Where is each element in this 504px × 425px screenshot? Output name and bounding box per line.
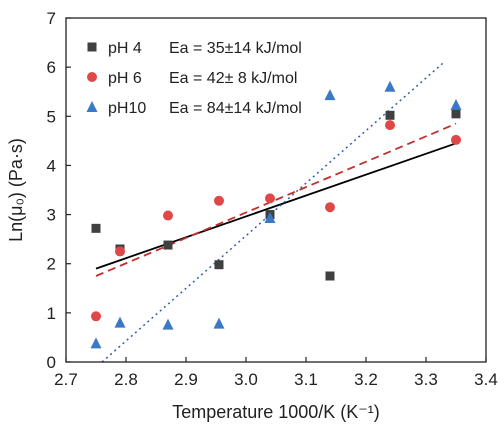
x-tick-label: 3.4	[474, 370, 498, 389]
ph6-legend-ea: Ea = 42± 8 kJ/mol	[169, 70, 297, 87]
ph4-fit-line	[95, 142, 457, 270]
ph10-point	[162, 318, 174, 330]
x-tick-label: 3.2	[354, 370, 378, 389]
ph6-point	[115, 246, 125, 257]
ph4-point	[163, 240, 173, 250]
x-axis-ticks: 2.7 2.8 2.9 3.0 3.1 3.2 3.3 3.4	[54, 357, 498, 389]
ph6-point	[451, 134, 461, 145]
ph10-point	[213, 317, 225, 329]
ph6-point	[265, 193, 275, 204]
x-axis-label: Temperature 1000/K (K⁻¹)	[172, 402, 380, 422]
ph6-point	[91, 311, 101, 322]
ph6-fit-line	[95, 122, 457, 277]
ph4-point	[214, 260, 224, 270]
ph4-point	[325, 271, 335, 281]
ph4-legend-name: pH 4	[108, 40, 142, 57]
y-tick-label: 6	[47, 58, 56, 77]
y-axis-label: Ln(μ₀) (Pa·s)	[6, 138, 26, 242]
data-points	[90, 80, 462, 349]
y-axis-ticks: 0 1 2 3 4 5 6 7	[47, 9, 71, 372]
ph6-point	[163, 210, 173, 221]
ph10-point	[90, 337, 102, 349]
x-tick-label: 3.1	[294, 370, 318, 389]
y-tick-label: 7	[47, 9, 56, 28]
y-tick-label: 3	[47, 206, 56, 225]
ph4-legend-ea: Ea = 35±14 kJ/mol	[169, 40, 302, 57]
ph10-point	[450, 98, 462, 110]
plot-frame	[65, 17, 487, 363]
ph10-legend-marker	[86, 101, 98, 112]
ph10-point	[324, 89, 336, 101]
ph4-point	[385, 110, 395, 120]
ph10-legend-name: pH10	[108, 100, 146, 117]
ph10-point	[114, 316, 126, 328]
legend: pH 4 Ea = 35±14 kJ/mol pH 6 Ea = 42± 8 kJ/m…	[86, 40, 302, 117]
ph6-point	[325, 202, 335, 213]
ph6-point	[214, 195, 224, 206]
ph10-point	[264, 212, 276, 224]
x-tick-label: 3.0	[234, 370, 258, 389]
ph4-legend-marker	[87, 42, 97, 52]
x-tick-label: 2.8	[114, 370, 138, 389]
y-tick-label: 0	[47, 353, 56, 372]
ph6-legend-name: pH 6	[108, 70, 142, 87]
ph4-point	[451, 109, 461, 119]
y-tick-label: 4	[47, 156, 56, 175]
y-tick-label: 1	[47, 304, 56, 323]
y-tick-label: 2	[47, 255, 56, 274]
x-tick-label: 2.9	[174, 370, 198, 389]
y-tick-label: 5	[47, 107, 56, 126]
ph6-legend-marker	[87, 72, 97, 82]
ph6-point	[385, 120, 395, 131]
ph4-point	[91, 223, 101, 233]
ph10-point	[384, 80, 396, 92]
ph10-legend-ea: Ea = 84±14 kJ/mol	[169, 100, 302, 117]
x-tick-label: 2.7	[54, 370, 78, 389]
x-tick-label: 3.3	[414, 370, 438, 389]
